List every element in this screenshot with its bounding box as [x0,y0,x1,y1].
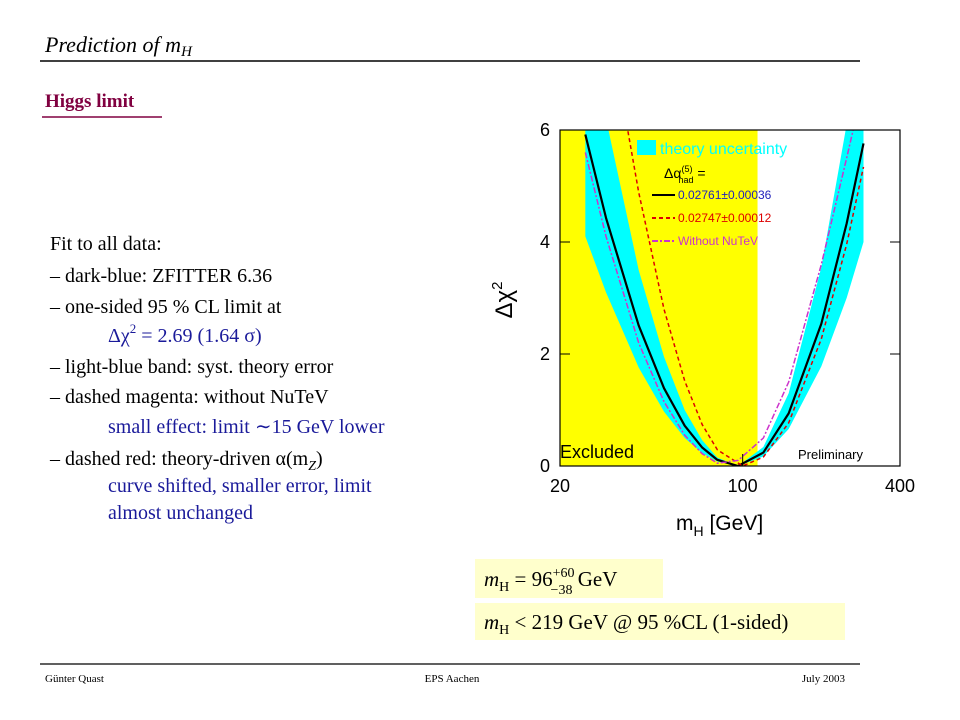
title: Prediction of mH [44,32,193,60]
sub: Z [308,459,316,474]
legend-label: Without NuTeV [678,234,758,248]
result: mH = 96+60 −38 GeV [484,566,617,598]
sub: H [499,623,509,638]
x-tick-label: 400 [885,476,915,496]
sub: −38 [551,583,573,598]
y-tick-label: 6 [540,120,550,140]
sup: (5) [681,164,692,174]
sub: H [694,523,704,539]
sub: H [499,580,509,595]
x-tick-label: 20 [550,476,570,496]
y-axis-label: Δχ2 [489,282,518,319]
result-box [475,603,845,640]
bullet: small effect: limit ∼15 GeV lower [108,416,385,438]
bullet: – light-blue band: syst. theory error [49,356,334,378]
result: mH < 219 GeV @ 95 %CL (1-sided) [484,610,788,638]
text: m [484,567,499,591]
legend-label: 0.02761±0.00036 [678,188,772,202]
bullet: Fit to all data: [50,233,162,255]
bullet: – dashed magenta: without NuTeV [49,386,329,408]
text: m [676,512,694,535]
sup: 2 [130,321,137,336]
plot: 0 2 4 6 20 100 400 theory uncertainty 0.02761±0.… [540,120,915,496]
bullets: Fit to all data: – dark-blue: ZFITTER 6.… [49,233,385,524]
bullet: – one-sided 95 % CL limit at [49,296,282,318]
result-box [475,559,663,598]
bullet: almost unchanged [108,502,253,524]
preliminary-label: Preliminary [798,447,864,462]
legend-label: 0.02747±0.00012 [678,211,772,225]
text: = [693,165,705,181]
text: m [484,610,499,634]
title-text: Prediction of m [44,32,181,57]
curve [584,130,854,464]
legend-header: Δα(5) had = [664,164,706,185]
legend-swatch [637,140,656,155]
text: – dashed red: theory-driven α(m [49,448,309,470]
text: < 219 GeV @ 95 %CL (1-sided) [509,610,788,634]
title-sub: H [180,44,193,60]
x-tick-label: 100 [728,476,758,496]
footer-right: July 2003 [802,673,846,685]
sup: 2 [489,282,506,290]
text: Δα [664,165,681,181]
section-title: Higgs limit [45,91,135,112]
curve [584,134,865,466]
x-axis-label: mH [GeV] [676,512,763,539]
sub: had [678,175,693,185]
text: Δχ [108,325,130,347]
curve [626,130,865,466]
sup: +60 [553,566,575,581]
y-tick-label: 2 [540,344,550,364]
curves [584,130,865,466]
text: = 96 [509,567,552,591]
plot-frame [559,129,901,467]
text: = 2.69 (1.64 σ) [136,325,261,347]
footer-center: EPS Aachen [425,673,480,685]
footer-left: Günter Quast [45,673,104,685]
bullet: Δχ2 = 2.69 (1.64 σ) [108,321,262,347]
bullet: curve shifted, smaller error, limit [108,475,372,497]
legend-label: theory uncertainty [660,141,787,158]
text: Δχ [491,289,518,318]
y-tick-label: 4 [540,232,550,252]
bullet: – dark-blue: ZFITTER 6.36 [49,265,272,287]
text: GeV [572,567,617,591]
text: [GeV] [704,512,764,535]
text: ) [316,448,323,470]
bullet: – dashed red: theory-driven α(mZ) [49,448,323,474]
excluded-label: Excluded [560,442,634,462]
y-tick-label: 0 [540,456,550,476]
